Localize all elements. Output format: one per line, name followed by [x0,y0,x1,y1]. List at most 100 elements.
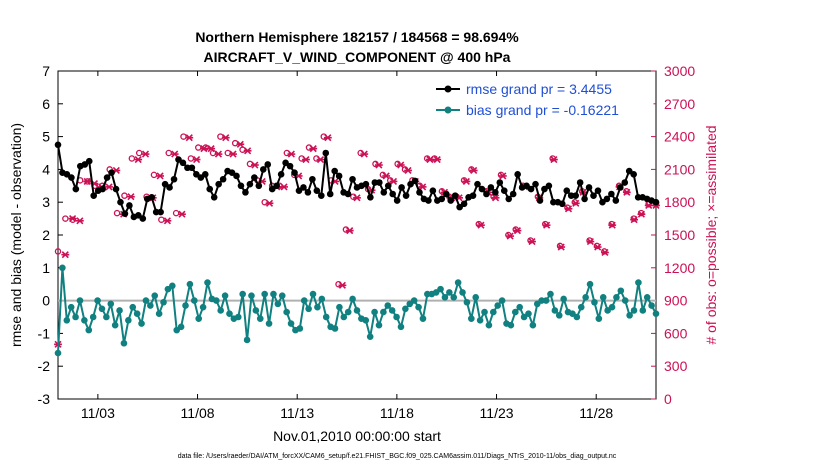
bias-point [490,308,497,316]
obs-assimilated-marker [345,227,354,235]
bias-point [639,307,647,314]
obs-assimilated-marker [265,199,274,207]
rmse-point [478,185,486,193]
obs-assimilated-marker [396,161,405,169]
y2-tick-label: 0 [664,391,672,407]
rmse-point [313,187,321,195]
bias-point [463,298,471,306]
bias-point [287,320,295,327]
obs-assimilated-marker [61,251,70,259]
obs-assimilated-marker [469,166,478,175]
rmse-point [188,164,196,172]
y2-tick-label: 900 [664,293,688,309]
bias-point [195,315,203,322]
rmse-point [291,169,298,176]
rmse-point [68,174,75,181]
bias-point [67,303,75,311]
bias-point [643,294,651,301]
obs-assimilated-marker [477,221,485,229]
bias-point [305,305,312,313]
x-tick-label: 11/28 [579,405,613,421]
obs-possible-marker [195,144,202,151]
bias-point [314,303,321,311]
obs-possible-marker [217,133,224,140]
bias-point [283,308,290,316]
rmse-point [416,189,423,196]
rmse-point [157,208,164,216]
obs-assimilated-marker [309,145,318,153]
rmse-point [112,185,120,193]
bias-point [129,303,137,311]
obs-assimilated-marker [127,193,135,201]
rmse-point [545,182,553,190]
rmse-point [612,197,620,204]
legend-bias-label: bias grand pr = -0.16221 [466,102,619,118]
bias-point [340,313,348,321]
bias-point [261,290,268,298]
rmse-point [277,171,285,178]
rmse-point [85,157,93,165]
bias-point [375,321,383,329]
rmse-point [509,190,517,198]
bias-point [243,336,251,344]
plot-area [57,70,657,400]
obs-assimilated-marker [163,217,172,225]
obs-assimilated-marker [243,147,252,155]
bias-point [511,308,519,316]
bias-point [582,294,589,301]
bias-point [516,303,523,311]
rmse-point [166,184,173,191]
obs-assimilated-marker [199,145,208,153]
rmse-point [99,185,106,193]
obs-assimilated-marker [586,237,595,246]
rmse-point [322,149,330,157]
bias-point [441,294,449,301]
rmse-point [242,189,249,196]
rmse-point [563,187,571,195]
rmse-point [148,193,156,201]
bias-point [296,325,304,332]
obs-possible-marker [113,209,121,217]
bias-point [142,297,150,304]
bias-point [221,292,229,299]
bias-point [120,339,128,347]
bias-point [270,290,277,298]
bias-point [437,285,444,293]
legend-bias-marker [444,106,452,114]
bias-point [138,320,145,327]
bias-point [331,325,339,332]
bias-point [265,320,273,327]
bias-point [635,279,642,286]
rmse-point [384,182,392,190]
obs-assimilated-marker [236,140,245,148]
obs-assimilated-marker [287,150,296,158]
obs-assimilated-marker [564,205,573,213]
obs-assimilated-marker [418,183,427,191]
obs-possible-marker [128,155,136,162]
bias-point [555,312,563,319]
bias-point [160,298,167,306]
obs-possible-marker [54,248,62,255]
obs-assimilated-marker [433,155,442,164]
obs-assimilated-marker [608,221,617,229]
rmse-point [259,166,267,173]
rmse-point [532,180,539,188]
rmse-point [402,192,410,199]
obs-possible-marker [69,216,77,223]
bias-point [94,297,101,304]
bias-point [116,307,123,314]
bias-point [256,315,264,322]
bias-point [366,333,374,340]
bias-point [248,292,255,299]
rmse-point [246,180,254,188]
bias-point [617,287,625,295]
bias-point [476,316,484,324]
bias-point [577,303,585,311]
obs-assimilated-marker [185,134,194,142]
rmse-point [474,180,481,188]
rmse-point [237,182,245,190]
obs-assimilated-marker [192,155,201,164]
bias-point [182,302,189,309]
y-tick-label: -1 [38,325,51,341]
